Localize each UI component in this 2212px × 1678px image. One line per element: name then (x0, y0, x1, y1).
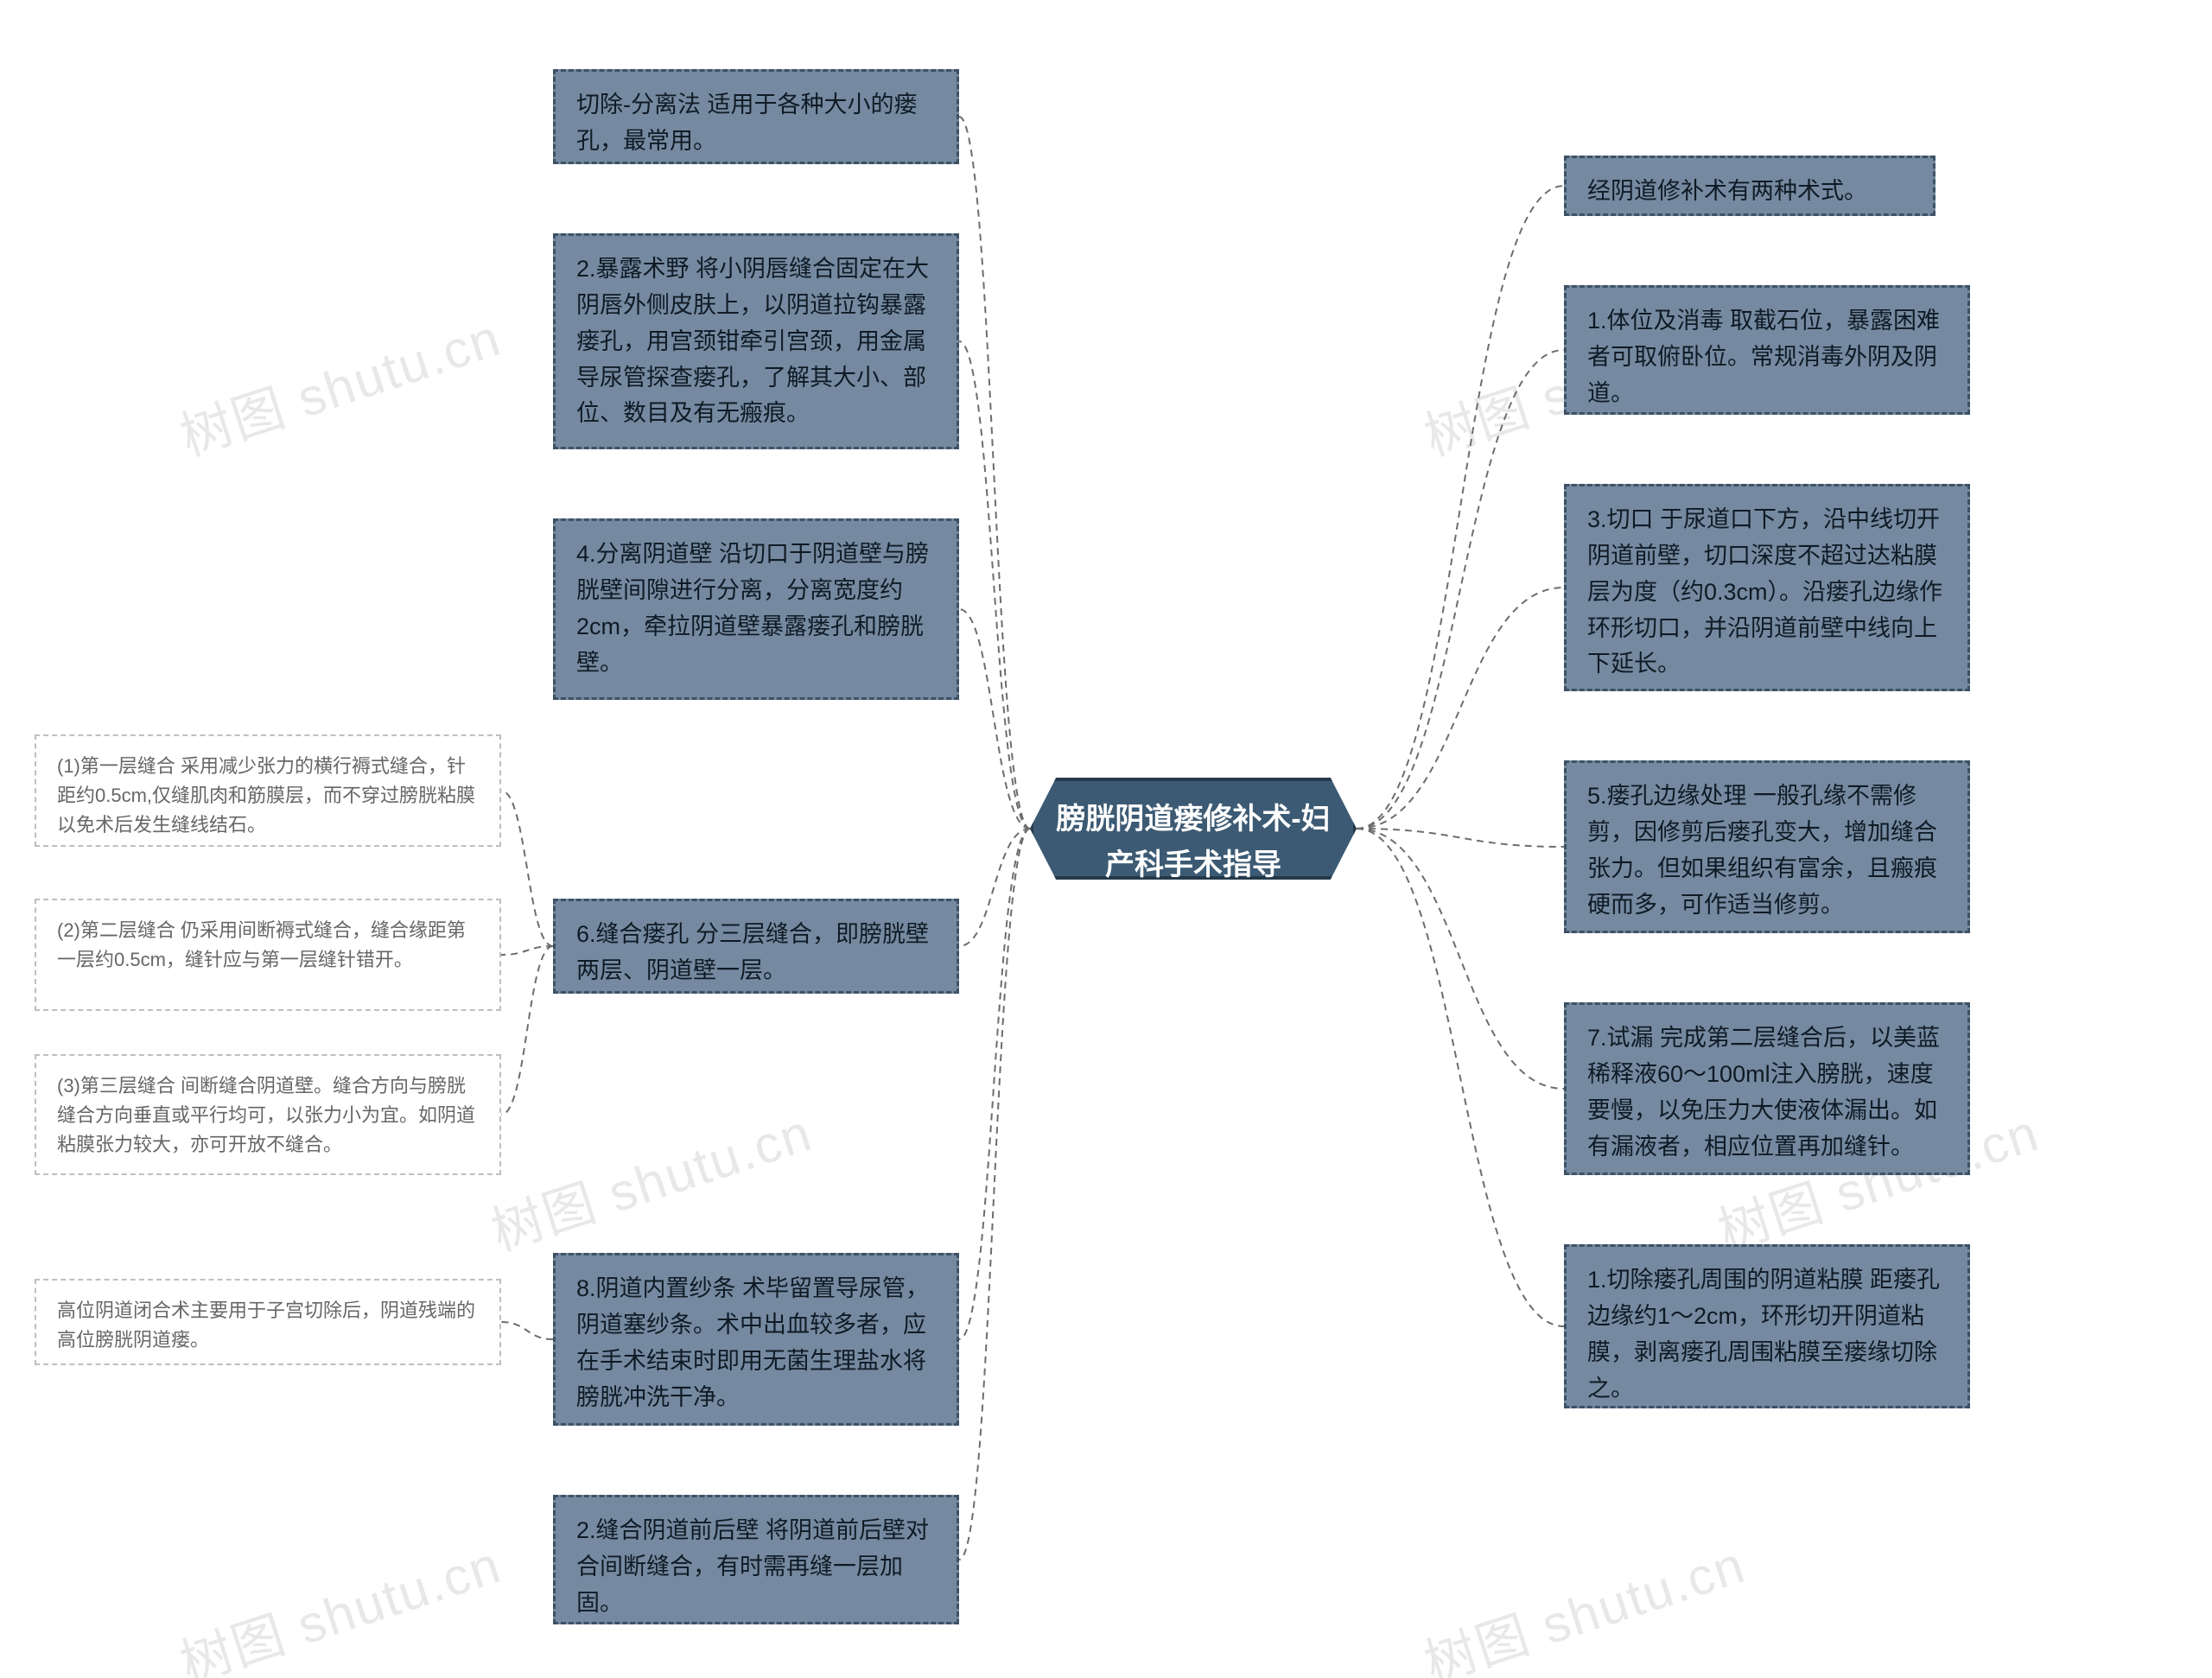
node-r5: 7.试漏 完成第二层缝合后，以美蓝稀释液60～100ml注入膀胱，速度要慢，以免… (1564, 1002, 1970, 1175)
node-l4a: (1)第一层缝合 采用减少张力的横行褥式缝合，针距约0.5cm,仅缝肌肉和筋膜层… (35, 734, 501, 847)
node-l5a: 高位阴道闭合术主要用于子宫切除后，阴道残端的高位膀胱阴道瘘。 (35, 1279, 501, 1365)
node-l3: 4.分离阴道壁 沿切口于阴道壁与膀胱壁间隙进行分离，分离宽度约2cm，牵拉阴道壁… (553, 518, 959, 700)
node-l6: 2.缝合阴道前后壁 将阴道前后壁对合间断缝合，有时需再缝一层加固。 (553, 1495, 959, 1624)
node-r3: 3.切口 于尿道口下方，沿中线切开阴道前壁，切口深度不超过达粘膜层为度（约0.3… (1564, 484, 1970, 691)
node-r1: 经阴道修补术有两种术式。 (1564, 156, 1936, 216)
node-r4: 5.瘘孔边缘处理 一般孔缘不需修剪，因修剪后瘘孔变大，增加缝合张力。但如果组织有… (1564, 760, 1970, 933)
mindmap-canvas: { "background_color":"#ffffff", "connect… (0, 0, 2212, 1678)
node-l4b: (2)第二层缝合 仍采用间断褥式缝合，缝合缘距第一层约0.5cm，缝针应与第一层… (35, 899, 501, 1011)
node-l4c: (3)第三层缝合 间断缝合阴道壁。缝合方向与膀胱缝合方向垂直或平行均可，以张力小… (35, 1054, 501, 1175)
root-node: 膀胱阴道瘘修补术-妇产科手术指导 (1030, 778, 1357, 880)
node-l2: 2.暴露术野 将小阴唇缝合固定在大阴唇外侧皮肤上，以阴道拉钩暴露瘘孔，用宫颈钳牵… (553, 233, 959, 449)
node-l5: 8.阴道内置纱条 术毕留置导尿管，阴道塞纱条。术中出血较多者，应在手术结束时即用… (553, 1253, 959, 1426)
node-r6: 1.切除瘘孔周围的阴道粘膜 距瘘孔边缘约1～2cm，环形切开阴道粘膜，剥离瘘孔周… (1564, 1244, 1970, 1408)
node-l4: 6.缝合瘘孔 分三层缝合，即膀胱壁两层、阴道壁一层。 (553, 899, 959, 994)
node-l1: 切除-分离法 适用于各种大小的瘘孔，最常用。 (553, 69, 959, 164)
node-r2: 1.体位及消毒 取截石位，暴露困难者可取俯卧位。常规消毒外阴及阴道。 (1564, 285, 1970, 415)
